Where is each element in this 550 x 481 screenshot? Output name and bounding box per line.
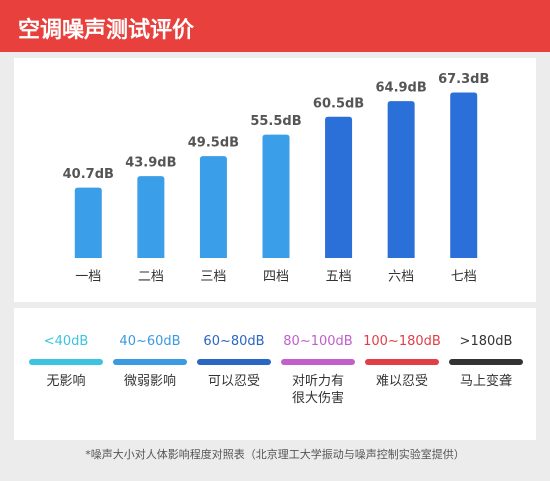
chart-title: 空调噪声测试评价	[18, 18, 195, 43]
scale-level: 100~180dB 难以忍受	[360, 333, 444, 390]
scale-description: 对听力有很大伤害	[291, 374, 344, 406]
scale-label: 100~180dB	[363, 334, 441, 349]
scale-description: 微弱影响	[123, 374, 176, 389]
footnote: *噪声大小对人体影响程度对照表（北京理工大学振动与噪声控制实验室提供）	[85, 448, 465, 461]
value-label: 43.9dB	[125, 156, 176, 171]
x-tick-label: 四档	[263, 270, 289, 285]
x-tick-label: 六档	[388, 270, 414, 285]
scale-label: >180dB	[459, 334, 513, 349]
scale-swatch	[29, 359, 103, 365]
bar	[199, 156, 227, 258]
x-tick-label: 五档	[326, 270, 352, 285]
scale-level: <40dB 无影响	[24, 333, 108, 390]
scale-label: 60~80dB	[203, 334, 265, 349]
header: 空调噪声测试评价	[0, 0, 550, 52]
scale-level: 40~60dB 微弱影响	[108, 333, 192, 390]
scale-swatch	[449, 359, 523, 365]
scale-label: 80~100dB	[283, 334, 353, 349]
scale-description: 马上变聋	[459, 374, 512, 389]
bar	[325, 116, 353, 259]
value-label: 49.5dB	[188, 136, 239, 151]
x-tick-label: 二档	[138, 270, 164, 285]
bar	[137, 176, 165, 258]
value-label: 67.3dB	[438, 72, 489, 87]
bar	[450, 92, 478, 258]
scale-swatch	[365, 359, 439, 365]
value-label: 40.7dB	[63, 167, 114, 182]
legend-card	[14, 308, 536, 440]
scale-description: 无影响	[46, 374, 86, 389]
scale-level: >180dB 马上变聋	[444, 333, 528, 390]
bar	[74, 187, 102, 258]
scale-level: 60~80dB 可以忍受	[192, 333, 276, 390]
scale-swatch	[197, 359, 271, 365]
scale-description: 可以忍受	[207, 374, 260, 389]
scale-level: 80~100dB 对听力有很大伤害	[276, 333, 360, 407]
scale-description: 难以忍受	[375, 374, 428, 389]
scale-label: 40~60dB	[119, 334, 181, 349]
scale-label: <40dB	[43, 334, 89, 349]
x-tick-label: 一档	[75, 270, 101, 285]
bar	[387, 101, 415, 259]
value-label: 55.5dB	[250, 114, 301, 129]
bar	[262, 134, 290, 258]
x-tick-label: 三档	[200, 270, 226, 285]
value-label: 60.5dB	[313, 96, 364, 111]
scale-swatch	[113, 359, 187, 365]
x-tick-label: 七档	[451, 270, 477, 285]
scale-swatch	[281, 359, 355, 365]
value-label: 64.9dB	[375, 81, 426, 96]
